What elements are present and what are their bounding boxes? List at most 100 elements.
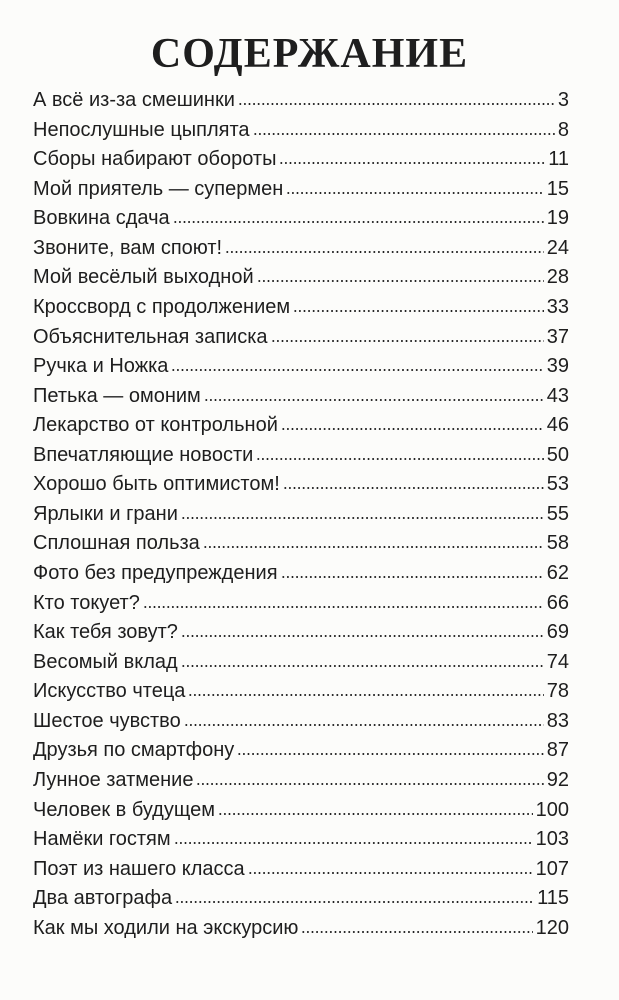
dot-leader [282,486,544,491]
entry-title: Искусство чтеца [33,680,186,703]
dot-leader [293,308,544,313]
entry-title: Поэт из нашего класса [33,857,245,880]
entry-title: Сплошная польза [33,532,200,555]
toc-entry: Мой весёлый выходной 28 [33,263,569,293]
page-number: 8 [557,118,569,141]
page-number: 62 [546,562,569,584]
toc-entry: Вовкина сдача 19 [33,204,569,234]
page-number: 33 [546,295,569,318]
page-number: 50 [546,443,569,466]
toc-entry: Кроссворд с продолжением 33 [33,293,569,323]
toc-entry: Лунное затмение 92 [33,766,569,796]
dot-leader [175,900,535,905]
dot-leader [225,249,544,254]
entry-title: Хорошо быть оптимистом! [33,473,280,496]
toc-entry: Человек в будущем 100 [33,796,569,826]
toc-title: СОДЕРЖАНИЕ [150,31,469,77]
dot-leader [237,752,544,757]
toc-entry: Поэт из нашего класса 107 [33,855,569,885]
dot-leader [252,131,555,136]
entry-title: Ручка и Ножка [33,355,169,378]
dot-leader [180,515,544,520]
entry-title: Кроссворд с продолжением [33,295,291,318]
toc-entry: Петька — омоним 43 [33,382,569,412]
dot-leader [142,604,544,609]
entry-title: Человек в будущем [33,798,215,821]
toc-entry: Искусство чтеца 78 [33,677,569,707]
dot-leader [279,161,546,166]
toc-entry: Сборы набирают обороты 11 [33,145,569,175]
dot-leader [171,368,544,373]
page-number: 37 [546,325,569,348]
dot-leader [180,634,544,639]
page-number: 87 [546,739,569,762]
toc-entry: Ручка и Ножка 39 [33,352,569,382]
page-number: 74 [546,650,569,673]
page-number: 83 [546,709,569,732]
dot-leader [202,545,544,550]
dot-leader [280,575,544,579]
entry-title: Кто токует? [33,591,140,614]
dot-leader [247,870,533,875]
toc-entry: Как тебя зовут? 69 [33,618,569,648]
toc-entry: Шестое чувство 83 [33,707,569,737]
dot-leader [172,220,544,225]
dot-leader [237,102,555,106]
page-number: 120 [535,916,569,939]
dot-leader [301,929,533,934]
toc-entry: Кто токует? 66 [33,589,569,619]
dot-leader [173,841,533,846]
toc-entry: Мой приятель — супермен 15 [33,175,569,205]
entry-title: Как мы ходили на экскурсию [33,916,299,939]
toc-entry: Ярлыки и грани 55 [33,500,569,530]
dot-leader [270,338,544,343]
toc-entry: Два автографа 115 [33,884,569,914]
entry-title: Объяснительная записка [33,325,268,348]
entry-title: Непослушные цыплята [33,118,250,141]
page-number: 100 [535,798,569,821]
dot-leader [286,190,544,195]
entry-title: Как тебя зовут? [33,621,178,644]
entry-title: Лекарство от контрольной [33,414,278,437]
dot-leader [280,427,544,432]
entry-title: Шестое чувство [33,709,181,732]
entry-title: Сборы набирают обороты [33,148,277,171]
entry-title: Впечатляющие новости [33,443,254,466]
page-number: 15 [546,177,569,200]
page-number: 28 [546,266,569,289]
entry-title: Мой весёлый выходной [33,266,254,289]
dot-leader [188,693,544,698]
dot-leader [180,663,544,668]
page-number: 3 [557,89,569,111]
entry-title: Фото без предупреждения [33,562,278,584]
toc-entry: Впечатляющие новости 50 [33,441,569,471]
toc-entry: Как мы ходили на экскурсию 120 [33,914,569,944]
page-number: 78 [546,680,569,703]
toc-entry: Намёки гостям 103 [33,825,569,855]
entry-title: Вовкина сдача [33,207,170,230]
page-number: 58 [546,532,569,555]
toc-entry: Сплошная польза 58 [33,529,569,559]
toc-entry: Объяснительная записка 37 [33,323,569,353]
page-number: 115 [537,887,569,910]
dot-leader [256,456,544,461]
entry-title: Мой приятель — супермен [33,177,284,200]
page-number: 19 [546,207,569,230]
entry-title: А всё из-за смешинки [33,89,235,111]
page-number: 53 [546,473,569,496]
page-number: 11 [548,148,569,171]
entry-title: Петька — омоним [33,384,201,407]
toc-entry: Друзья по смартфону 87 [33,736,569,766]
page-number: 43 [546,384,569,407]
dot-leader [183,722,544,727]
toc-entry: Лекарство от контрольной 46 [33,411,569,441]
toc-entry: Фото без предупреждения 62 [33,559,569,589]
entry-title: Друзья по смартфону [33,739,235,762]
page-number: 107 [535,857,569,880]
toc-entry: Весомый вклад 74 [33,648,569,678]
dot-leader [203,397,544,402]
page-number: 92 [546,768,569,791]
toc-entry: Звоните, вам споют! 24 [33,234,569,264]
entry-title: Лунное затмение [33,768,194,791]
page-number: 39 [546,355,569,378]
